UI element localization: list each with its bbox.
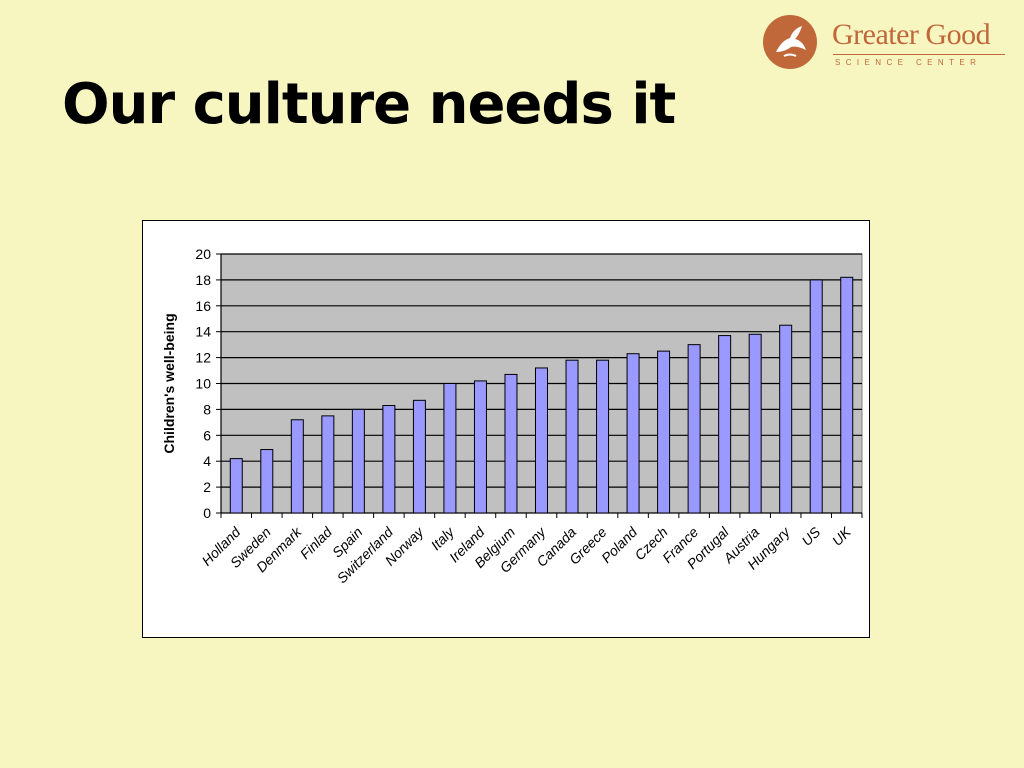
y-tick-label: 8 [203, 401, 211, 417]
x-tick-label: US [798, 523, 824, 549]
y-tick-label: 4 [203, 453, 211, 469]
logo-rule [833, 54, 1005, 55]
bar-italy [443, 383, 457, 514]
bar-denmark [290, 419, 304, 514]
y-axis-label: Children's well-being [161, 313, 177, 453]
y-tick-label: 20 [195, 246, 211, 262]
bar-portugal [718, 335, 732, 514]
logo-subtitle: SCIENCE CENTER [835, 58, 982, 67]
y-tick-label: 2 [203, 479, 211, 495]
bar-us [809, 279, 823, 514]
logo-name: Greater Good [832, 18, 991, 51]
bar-canada [565, 359, 579, 514]
bar-germany [535, 367, 548, 514]
bar-ireland [473, 380, 487, 514]
bar-poland [626, 353, 640, 514]
x-tick-label: UK [829, 523, 855, 549]
y-tick-label: 12 [195, 350, 211, 366]
bar-czech [657, 350, 671, 514]
x-tick-label: Finlad [297, 523, 336, 562]
bar-holland [229, 458, 243, 514]
chart-container: 0 2 4 6 8 10 12 14 16 18 20 Children's well-being Ho… [142, 220, 870, 638]
bar-france [687, 344, 701, 514]
dove-logo-icon [763, 15, 817, 69]
y-tick-label: 14 [195, 324, 211, 340]
bar-finlad [321, 415, 335, 514]
greater-good-logo: Greater Good SCIENCE CENTER [762, 14, 1012, 74]
x-tick-label: Poland [598, 523, 641, 566]
bar-greece [596, 359, 610, 514]
bar-belgium [504, 373, 518, 514]
bar-switzerland [382, 405, 396, 514]
y-tick-label: 10 [195, 376, 211, 392]
bar-hungary [779, 324, 793, 514]
y-tick-label: 0 [203, 505, 211, 521]
bar-austria [748, 333, 762, 514]
y-tick-label: 18 [195, 272, 211, 288]
bar-sweden [260, 449, 274, 514]
y-tick-label: 16 [195, 298, 211, 314]
y-tick-label: 6 [203, 427, 211, 443]
bar-spain [351, 408, 365, 514]
bar-norway [412, 399, 426, 514]
bar-uk [840, 276, 854, 514]
slide-title: Our culture needs it [62, 72, 676, 137]
